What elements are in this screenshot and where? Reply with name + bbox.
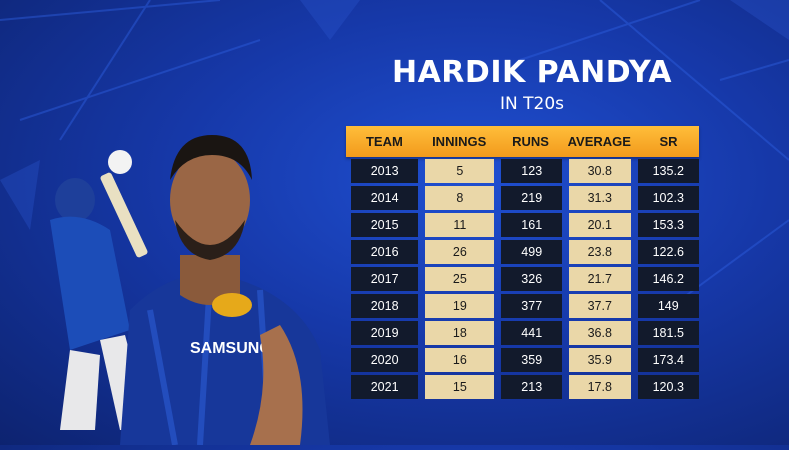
cell-average: 17.8 <box>569 374 631 400</box>
table-row: 2017 25 326 21.7 146.2 <box>346 266 699 292</box>
portrait-player-figure: SAMSUNG <box>120 135 330 446</box>
column-header-team: TEAM <box>365 134 403 149</box>
cell-runs: 123 <box>501 158 562 184</box>
cell-average: 30.8 <box>569 158 631 184</box>
column-header-average: AVERAGE <box>567 134 631 149</box>
table-row: 2018 19 377 37.7 149 <box>346 293 699 319</box>
table-row: 2019 18 441 36.8 181.5 <box>346 320 699 346</box>
cell-sr: 146.2 <box>637 266 699 292</box>
cell-innings: 25 <box>425 266 495 292</box>
cell-average: 36.8 <box>569 320 631 346</box>
cell-innings: 8 <box>425 185 495 211</box>
table-header-row: TEAM INNINGS RUNS AVERAGE SR <box>346 126 699 157</box>
cell-sr: 173.4 <box>637 347 699 373</box>
cell-runs: 326 <box>501 266 562 292</box>
cell-team: 2015 <box>351 212 419 238</box>
cell-runs: 377 <box>501 293 562 319</box>
cell-runs: 219 <box>501 185 562 211</box>
cell-sr: 181.5 <box>637 320 699 346</box>
table-row: 2020 16 359 35.9 173.4 <box>346 347 699 373</box>
cell-innings: 19 <box>425 293 495 319</box>
column-header-sr: SR <box>659 134 678 149</box>
cell-average: 20.1 <box>569 212 631 238</box>
table-row: 2021 15 213 17.8 120.3 <box>346 374 699 400</box>
column-header-innings: INNINGS <box>432 134 487 149</box>
cell-innings: 15 <box>425 374 495 400</box>
player-name-title: HARDIK PANDYA <box>391 55 673 90</box>
cell-runs: 441 <box>501 320 562 346</box>
cell-team: 2013 <box>351 158 419 184</box>
cell-sr: 135.2 <box>637 158 699 184</box>
cell-sr: 149 <box>637 293 699 319</box>
cell-innings: 26 <box>425 239 495 265</box>
cell-innings: 18 <box>425 320 495 346</box>
cell-team: 2014 <box>351 185 419 211</box>
format-subtitle: IN T20s <box>499 94 564 114</box>
table-row: 2016 26 499 23.8 122.6 <box>346 239 699 265</box>
cell-innings: 11 <box>425 212 495 238</box>
cell-sr: 102.3 <box>637 185 699 211</box>
cell-sr: 122.6 <box>637 239 699 265</box>
stats-table: TEAM INNINGS RUNS AVERAGE SR 2013 5 123 … <box>346 126 699 400</box>
cell-runs: 359 <box>501 347 562 373</box>
table-row: 2013 5 123 30.8 135.2 <box>346 158 699 184</box>
column-header-runs: RUNS <box>512 134 549 149</box>
player-image: SAMSUNG <box>0 110 350 446</box>
cell-team: 2018 <box>351 293 419 319</box>
cell-sr: 153.3 <box>637 212 699 238</box>
cell-team: 2017 <box>351 266 419 292</box>
cell-average: 37.7 <box>569 293 631 319</box>
cell-innings: 5 <box>425 158 495 184</box>
table-row: 2015 11 161 20.1 153.3 <box>346 212 699 238</box>
cell-average: 35.9 <box>569 347 631 373</box>
cell-runs: 161 <box>501 212 562 238</box>
table-row: 2014 8 219 31.3 102.3 <box>346 185 699 211</box>
cell-runs: 499 <box>501 239 562 265</box>
cell-sr: 120.3 <box>637 374 699 400</box>
cell-average: 23.8 <box>569 239 631 265</box>
cell-runs: 213 <box>501 374 562 400</box>
cell-team: 2016 <box>351 239 419 265</box>
jersey-sponsor-text: SAMSUNG <box>190 340 272 357</box>
cell-average: 31.3 <box>569 185 631 211</box>
cell-innings: 16 <box>425 347 495 373</box>
cell-average: 21.7 <box>569 266 631 292</box>
cell-team: 2020 <box>351 347 419 373</box>
cell-team: 2021 <box>351 374 419 400</box>
cell-team: 2019 <box>351 320 419 346</box>
